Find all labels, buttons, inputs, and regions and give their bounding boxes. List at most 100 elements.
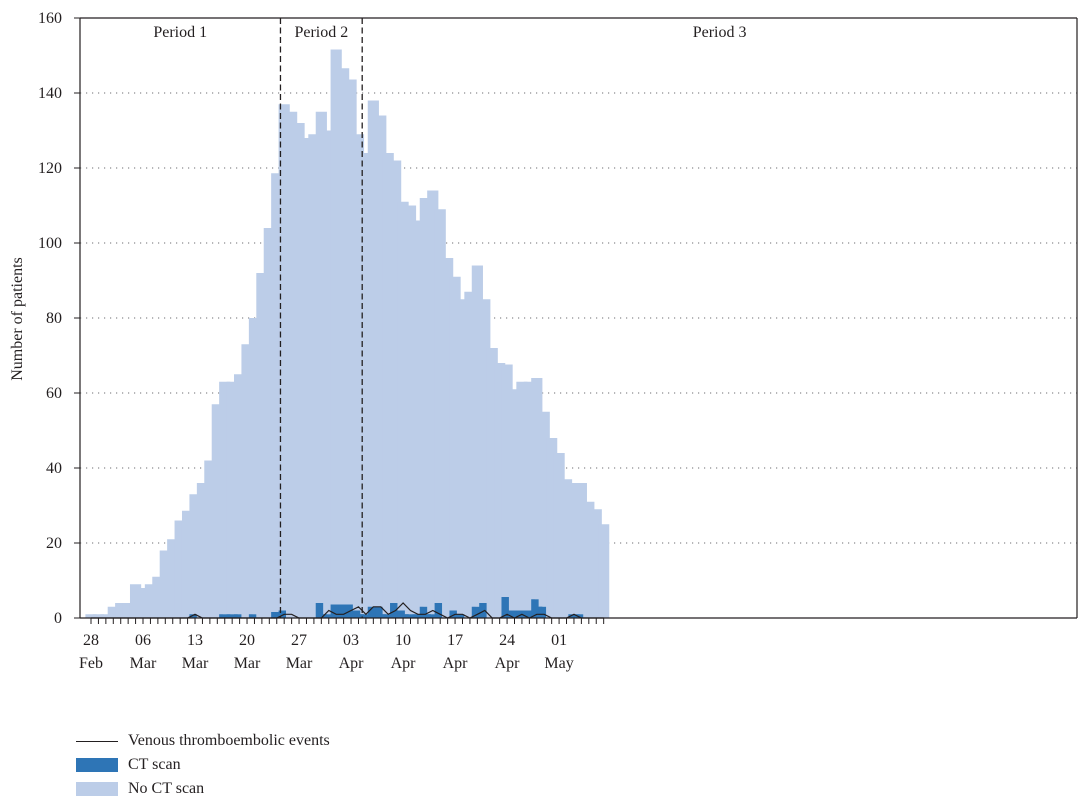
- x-tick-month: Mar: [182, 655, 209, 672]
- bar-no-ct-scan: [152, 576, 164, 618]
- bar-ct-scan: [523, 610, 535, 618]
- period-markers: Period 1 Period 2 Period 3: [153, 18, 746, 618]
- bar-no-ct-scan: [144, 584, 157, 618]
- bar-no-ct-scan: [427, 190, 439, 615]
- bar-no-ct-scan: [508, 389, 521, 611]
- legend-swatch-ct-scan: [76, 758, 118, 772]
- bar-ct-scan: [427, 614, 439, 618]
- x-tick-day: 10: [395, 632, 411, 649]
- y-axis-title: Number of patients: [9, 257, 26, 381]
- bar-no-ct-scan: [211, 404, 223, 618]
- bar-ct-scan: [471, 606, 483, 618]
- bar-no-ct-scan: [226, 381, 238, 615]
- bar-no-ct-scan: [308, 134, 320, 618]
- bar-no-ct-scan: [256, 273, 268, 618]
- legend-swatch-no-ct-scan: [76, 782, 118, 796]
- bar-no-ct-scan: [553, 453, 565, 618]
- x-tick-day: 06: [135, 632, 151, 649]
- bar-no-ct-scan: [137, 588, 149, 618]
- chart: 0 20 40 60 80 100 120 140 160 28 Feb 06 Mar 13 Mar 20 Ma…: [9, 10, 1078, 672]
- bar-no-ct-scan: [375, 115, 387, 607]
- bar-ct-scan: [568, 614, 580, 618]
- legend-label-ct-scan: CT scan: [128, 756, 181, 773]
- bar-ct-scan: [397, 610, 409, 618]
- bar-no-ct-scan: [219, 381, 231, 615]
- bar-ct-scan: [234, 614, 246, 618]
- bar-ct-scan: [382, 614, 394, 618]
- y-tick-label: 40: [46, 460, 62, 477]
- y-tick-label: 140: [38, 85, 62, 102]
- x-tick-day: 03: [343, 632, 359, 649]
- legend-label-no-ct-scan: No CT scan: [128, 780, 205, 797]
- bar-no-ct-scan: [583, 501, 595, 618]
- bar-no-ct-scan: [449, 276, 461, 611]
- bar-no-ct-scan: [516, 381, 528, 611]
- legend-item-ct-scan: CT scan: [76, 754, 476, 778]
- bar-no-ct-scan: [575, 483, 587, 615]
- bar-no-ct-scan: [456, 299, 469, 615]
- x-tick-month: Apr: [339, 655, 365, 672]
- bar-ct-scan: [323, 614, 335, 618]
- bar-ct-scan: [360, 614, 372, 618]
- bar-ct-scan: [434, 603, 446, 618]
- bar-no-ct-scan: [479, 299, 491, 603]
- x-tick-month: Apr: [391, 655, 417, 672]
- x-tick-day: 28: [83, 632, 99, 649]
- x-tick-day: 01: [551, 632, 567, 649]
- bar-no-ct-scan: [338, 68, 350, 605]
- bar-no-ct-scan: [486, 348, 498, 618]
- bar-ct-scan: [338, 604, 350, 618]
- bar-no-ct-scan: [248, 318, 261, 615]
- bar-no-ct-scan: [390, 160, 402, 603]
- bar-no-ct-scan: [286, 111, 298, 618]
- y-tick-label: 20: [46, 535, 62, 552]
- x-tick-day: 20: [239, 632, 255, 649]
- bar-ct-scan: [456, 614, 469, 618]
- bar-ct-scan: [508, 610, 521, 618]
- bar-no-ct-scan: [174, 520, 186, 618]
- bar-ct-scan: [404, 614, 417, 618]
- bar-no-ct-scan: [234, 374, 246, 615]
- x-tick-day: 24: [499, 632, 515, 649]
- bar-no-ct-scan: [419, 198, 431, 607]
- period-label: Period 2: [294, 24, 348, 41]
- bar-ct-scan: [575, 614, 587, 618]
- bar-no-ct-scan: [345, 79, 357, 605]
- bar-no-ct-scan: [315, 111, 327, 603]
- bar-no-ct-scan: [360, 153, 372, 615]
- bar-no-ct-scan: [412, 220, 424, 615]
- bar-no-ct-scan: [129, 584, 142, 618]
- bar-no-ct-scan: [546, 438, 558, 618]
- bar-ct-scan: [367, 606, 379, 618]
- bar-no-ct-scan: [293, 123, 305, 618]
- bar-no-ct-scan: [404, 205, 417, 615]
- bar-ct-scan: [315, 603, 327, 618]
- bar-ct-scan: [248, 614, 261, 618]
- y-tick-label: 100: [38, 235, 62, 252]
- bar-no-ct-scan: [92, 614, 105, 618]
- bar-no-ct-scan: [471, 265, 483, 607]
- bar-ct-scan: [226, 614, 238, 618]
- x-tick-day: 27: [291, 632, 307, 649]
- bar-ct-scan: [271, 612, 283, 618]
- bar-no-ct-scan: [397, 201, 409, 611]
- bar-no-ct-scan: [115, 603, 127, 618]
- bar-no-ct-scan: [367, 100, 379, 607]
- y-tick-label: 160: [38, 10, 62, 27]
- bar-no-ct-scan: [167, 539, 179, 618]
- bar-no-ct-scan: [330, 49, 342, 605]
- bar-ct-scan: [531, 599, 543, 618]
- bar-ct-scan: [412, 614, 424, 618]
- y-tick-label: 80: [46, 310, 62, 327]
- tick-labels: 0 20 40 60 80 100 120 140 160 28 Feb 06 Mar 13 Mar 20 Ma…: [38, 10, 605, 672]
- bar-no-ct-scan: [100, 614, 112, 618]
- bar-no-ct-scan: [494, 363, 506, 618]
- bar-no-ct-scan: [278, 104, 290, 611]
- bar-ct-scan: [345, 604, 357, 618]
- x-tick-month: Feb: [79, 655, 103, 672]
- y-tick-label: 0: [54, 610, 62, 627]
- period-label: Period 1: [153, 24, 207, 41]
- bar-ct-scan: [352, 610, 365, 618]
- bar-no-ct-scan: [159, 550, 171, 618]
- legend-item-vte: Venous thromboembolic events: [76, 730, 476, 754]
